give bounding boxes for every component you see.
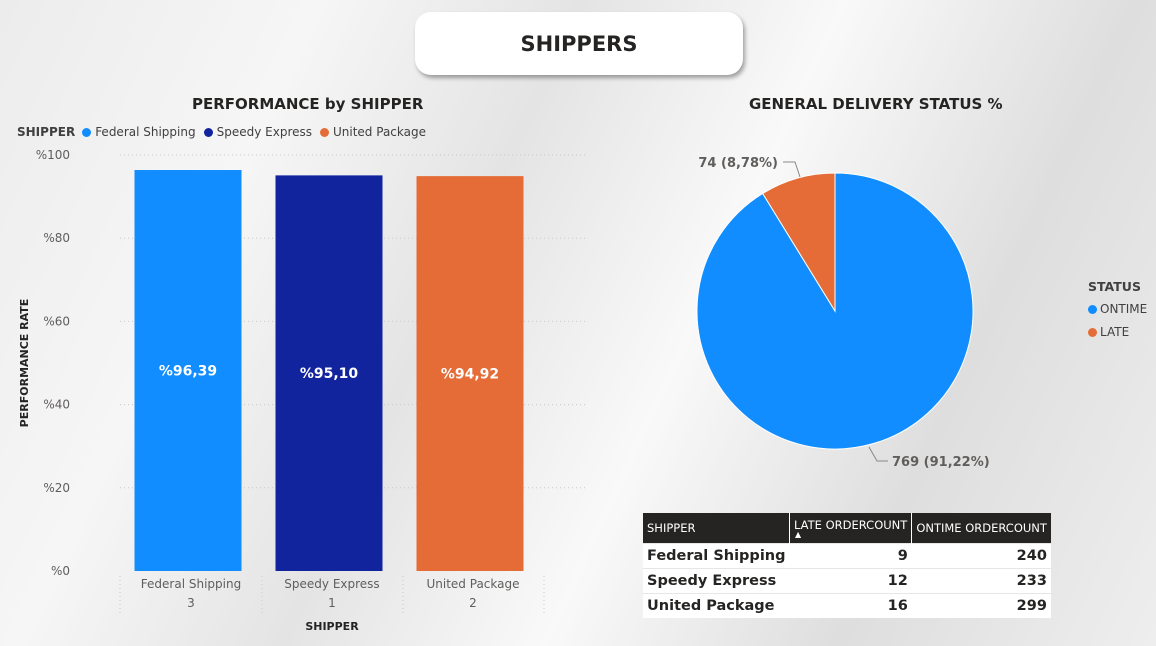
cell-shipper: Speedy Express	[643, 568, 790, 594]
pie-slice-late	[761, 172, 836, 313]
bar-united-package	[416, 176, 524, 571]
table-row[interactable]: United Package 16 299	[643, 593, 1051, 618]
bar-legend-title: SHIPPER	[17, 125, 76, 139]
cell-late-ordercount: 16	[789, 593, 912, 618]
cell-late-ordercount: 12	[789, 568, 912, 594]
table-header-row: SHIPPER LATE ORDERCOUNT ▲ ONTIME ORDERCO…	[643, 513, 1051, 544]
legend-item-speedy-express[interactable]: Speedy Express	[203, 125, 312, 139]
shipper-order-table: SHIPPER LATE ORDERCOUNT ▲ ONTIME ORDERCO…	[643, 513, 1051, 618]
y-tick-label: %100	[36, 148, 70, 162]
legend-label-speedy-express: Speedy Express	[216, 125, 312, 139]
cell-ontime-ordercount: 240	[911, 543, 1051, 569]
legend-marker-united-package	[320, 127, 329, 137]
cell-ontime-ordercount: 233	[911, 568, 1051, 594]
legend-label-federal-shipping: Federal Shipping	[95, 125, 196, 139]
column-header-shipper[interactable]: SHIPPER	[643, 513, 790, 544]
table-row[interactable]: Speedy Express 12 233	[643, 568, 1051, 594]
table-row[interactable]: Federal Shipping 9 240	[643, 543, 1051, 569]
bar-chart-title: PERFORMANCE by SHIPPER	[192, 95, 424, 113]
bar-federal-shipping	[134, 170, 242, 572]
legend-marker-late	[1088, 327, 1097, 337]
pie-chart-legend: STATUS ONTIME LATE	[1088, 279, 1147, 348]
x-tick-sublabel: 1	[328, 596, 336, 610]
x-tick-sublabel: 2	[469, 596, 477, 610]
legend-item-late[interactable]: LATE	[1088, 325, 1147, 339]
x-tick-label: Federal Shipping	[141, 577, 241, 591]
x-axis-label: SHIPPER	[305, 620, 359, 633]
legend-item-ontime[interactable]: ONTIME	[1088, 302, 1147, 316]
legend-marker-federal-shipping	[82, 127, 92, 137]
legend-item-united-package[interactable]: United Package	[320, 125, 426, 139]
bar-data-label: %95,10	[300, 366, 359, 382]
cell-shipper: United Package	[643, 593, 790, 618]
y-tick-label: %20	[43, 481, 70, 495]
column-header-late-ordercount[interactable]: LATE ORDERCOUNT ▲	[789, 513, 913, 544]
y-tick-label: %80	[43, 231, 70, 245]
page-title: SHIPPERS	[520, 31, 638, 56]
pie-legend-title: STATUS	[1088, 279, 1141, 294]
legend-label-ontime: ONTIME	[1100, 302, 1148, 316]
bar-data-label: %96,39	[159, 364, 217, 380]
cell-shipper: Federal Shipping	[643, 543, 790, 569]
pie-data-label-ontime: 769 (91,22%)	[892, 455, 990, 470]
y-tick-label: %40	[43, 398, 70, 412]
legend-marker-ontime	[1088, 304, 1097, 314]
bar-data-label: %94,92	[441, 367, 499, 383]
bar-chart-legend: SHIPPER Federal Shipping Speedy Express …	[17, 125, 428, 139]
pie-chart-title: GENERAL DELIVERY STATUS %	[749, 95, 1003, 113]
y-axis-label: PERFORMANCE RATE	[18, 299, 31, 428]
x-tick-label: United Package	[427, 577, 520, 591]
x-tick-label: Speedy Express	[284, 577, 379, 591]
sort-ascending-icon: ▲	[795, 530, 802, 539]
legend-item-federal-shipping[interactable]: Federal Shipping	[82, 125, 196, 139]
legend-label-late: LATE	[1100, 325, 1130, 339]
column-header-ontime-ordercount[interactable]: ONTIME ORDERCOUNT	[911, 513, 1051, 544]
legend-marker-speedy-express	[203, 127, 213, 137]
y-tick-label: %60	[43, 314, 70, 328]
bar-speedy-express	[275, 175, 383, 571]
legend-label-united-package: United Package	[333, 125, 426, 139]
cell-late-ordercount: 9	[789, 543, 912, 569]
pie-leader-line-late	[783, 161, 801, 178]
pie-leader-line-ontime	[868, 446, 888, 462]
cell-ontime-ordercount: 299	[911, 593, 1051, 618]
y-tick-label: %0	[51, 564, 70, 578]
x-tick-sublabel: 3	[187, 596, 195, 610]
pie-data-label-late: 74 (8,78%)	[698, 156, 778, 171]
page-title-card: SHIPPERS	[415, 12, 743, 75]
